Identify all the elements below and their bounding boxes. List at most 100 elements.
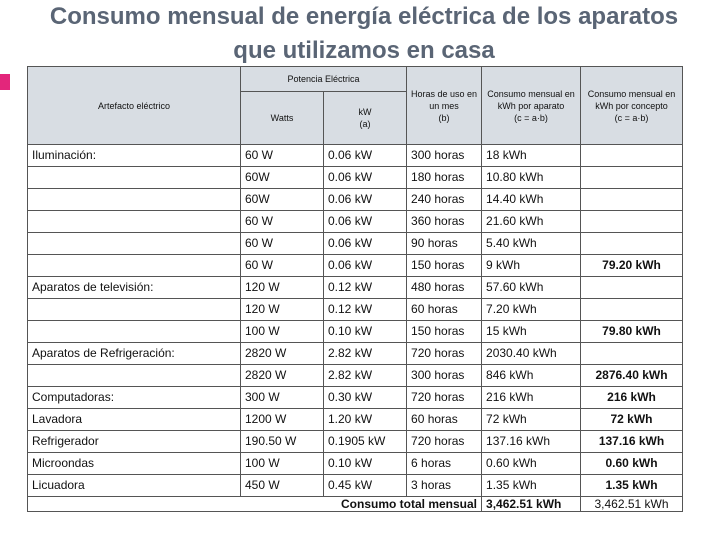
watts-cell: 100 W bbox=[240, 452, 324, 475]
title-line-1: Consumo mensual de energía eléctrica de … bbox=[49, 3, 679, 30]
hours-cell: 6 horas bbox=[406, 452, 483, 475]
watts-cell: 60 W bbox=[240, 210, 324, 233]
watts-cell: 60 W bbox=[240, 254, 324, 277]
kwh-cell: 18 kWh bbox=[481, 144, 582, 167]
appliance-name bbox=[27, 364, 241, 387]
table-row: Licuadora 450 W 0.45 kW 3 horas 1.35 kWh 1.35… bbox=[27, 474, 684, 497]
header-consumo-concepto-label: Consumo mensual en kWh por concepto bbox=[587, 88, 676, 111]
table-row: 60W 0.06 kW 240 horas 14.40 kWh bbox=[27, 188, 684, 211]
watts-cell: 120 W bbox=[240, 276, 324, 299]
kw-cell: 2.82 kW bbox=[322, 364, 408, 387]
hours-cell: 60 horas bbox=[406, 408, 483, 431]
concept-total-cell: 1.35 kWh bbox=[580, 474, 684, 497]
header-horas: Horas de uso en un mes (b) bbox=[406, 66, 483, 145]
concept-total-cell bbox=[580, 232, 684, 255]
hours-cell: 360 horas bbox=[406, 210, 483, 233]
appliance-name: Iluminación: bbox=[27, 144, 241, 167]
concept-total-cell bbox=[580, 144, 684, 167]
table-row: Lavadora 1200 W 1.20 kW 60 horas 72 kWh 72 kW… bbox=[27, 408, 684, 431]
appliance-name: Aparatos de Refrigeración: bbox=[27, 342, 241, 365]
kw-cell: 0.10 kW bbox=[322, 320, 408, 343]
watts-cell: 190.50 W bbox=[240, 430, 324, 453]
table-row: Aparatos de televisión: 120 W 0.12 kW 480 h… bbox=[27, 276, 684, 299]
appliance-name: Computadoras: bbox=[27, 386, 241, 409]
hours-cell: 720 horas bbox=[406, 386, 483, 409]
kwh-cell: 15 kWh bbox=[481, 320, 582, 343]
hours-cell: 480 horas bbox=[406, 276, 483, 299]
kwh-cell: 216 kWh bbox=[481, 386, 582, 409]
total-value-bold: 3,462.51 kWh bbox=[481, 496, 582, 512]
appliance-name: Lavadora bbox=[27, 408, 241, 431]
hours-cell: 720 horas bbox=[406, 342, 483, 365]
kw-cell: 0.06 kW bbox=[322, 210, 408, 233]
header-consumo-aparato-sub: (c = a·b) bbox=[514, 112, 548, 123]
kw-cell: 0.30 kW bbox=[322, 386, 408, 409]
watts-cell: 1200 W bbox=[240, 408, 324, 431]
kwh-cell: 57.60 kWh bbox=[481, 276, 582, 299]
hours-cell: 180 horas bbox=[406, 166, 483, 189]
table-row: 60 W 0.06 kW 150 horas 9 kWh 79.20 kWh bbox=[27, 254, 684, 277]
table-row: Refrigerador 190.50 W 0.1905 kW 720 horas 13… bbox=[27, 430, 684, 453]
kwh-cell: 14.40 kWh bbox=[481, 188, 582, 211]
appliance-name: Licuadora bbox=[27, 474, 241, 497]
concept-total-cell bbox=[580, 342, 684, 365]
title-line-2: que utilizamos en casa bbox=[233, 37, 495, 64]
watts-cell: 300 W bbox=[240, 386, 324, 409]
total-value-plain: 3,462.51 kWh bbox=[580, 496, 684, 512]
watts-cell: 60W bbox=[240, 188, 324, 211]
header-kw-sub: (a) bbox=[359, 119, 371, 129]
kwh-cell: 5.40 kWh bbox=[481, 232, 582, 255]
concept-total-cell: 216 kWh bbox=[580, 386, 684, 409]
concept-total-cell bbox=[580, 276, 684, 299]
kw-cell: 0.12 kW bbox=[322, 276, 408, 299]
watts-cell: 100 W bbox=[240, 320, 324, 343]
header-watts: Watts bbox=[240, 91, 324, 145]
kw-cell: 0.10 kW bbox=[322, 452, 408, 475]
kwh-cell: 9 kWh bbox=[481, 254, 582, 277]
hours-cell: 60 horas bbox=[406, 298, 483, 321]
hours-cell: 300 horas bbox=[406, 144, 483, 167]
table-body: Iluminación: 60 W 0.06 kW 300 horas 18 kWh 60… bbox=[27, 144, 684, 497]
header-potencia: Potencia Eléctrica bbox=[239, 66, 408, 92]
table-row: 120 W 0.12 kW 60 horas 7.20 kWh bbox=[27, 298, 684, 321]
kw-cell: 1.20 kW bbox=[322, 408, 408, 431]
concept-total-cell bbox=[580, 298, 684, 321]
kw-cell: 0.06 kW bbox=[322, 188, 408, 211]
hours-cell: 150 horas bbox=[406, 254, 483, 277]
appliance-name: Aparatos de televisión: bbox=[27, 276, 241, 299]
kwh-cell: 1.35 kWh bbox=[481, 474, 582, 497]
consumption-table: Artefacto eléctrico Potencia Eléctrica H… bbox=[26, 66, 684, 512]
hours-cell: 240 horas bbox=[406, 188, 483, 211]
appliance-name bbox=[27, 254, 241, 277]
appliance-name: Microondas bbox=[27, 452, 241, 475]
watts-cell: 2820 W bbox=[240, 342, 324, 365]
table-row: Iluminación: 60 W 0.06 kW 300 horas 18 kWh bbox=[27, 144, 684, 167]
kwh-cell: 0.60 kWh bbox=[481, 452, 582, 475]
appliance-name bbox=[27, 166, 241, 189]
watts-cell: 120 W bbox=[240, 298, 324, 321]
table-row: Computadoras: 300 W 0.30 kW 720 horas 216 kW… bbox=[27, 386, 684, 409]
concept-total-cell: 2876.40 kWh bbox=[580, 364, 684, 387]
kw-cell: 0.12 kW bbox=[322, 298, 408, 321]
header-horas-label: Horas de uso en un mes bbox=[410, 88, 478, 111]
kwh-cell: 72 kWh bbox=[481, 408, 582, 431]
hours-cell: 300 horas bbox=[406, 364, 483, 387]
hours-cell: 3 horas bbox=[406, 474, 483, 497]
table-row: 60 W 0.06 kW 90 horas 5.40 kWh bbox=[27, 232, 684, 255]
watts-cell: 60 W bbox=[240, 144, 324, 167]
header-consumo-concepto-sub: (c = a·b) bbox=[614, 112, 649, 123]
table-row: 100 W 0.10 kW 150 horas 15 kWh 79.80 kWh bbox=[27, 320, 684, 343]
kwh-cell: 137.16 kWh bbox=[481, 430, 582, 453]
header-kw: kW (a) bbox=[322, 91, 408, 145]
total-label: Consumo total mensual bbox=[26, 496, 483, 512]
concept-total-cell bbox=[580, 166, 684, 189]
kw-cell: 0.06 kW bbox=[322, 166, 408, 189]
appliance-name bbox=[27, 210, 241, 233]
concept-total-cell: 0.60 kWh bbox=[580, 452, 684, 475]
page-title: Consumo mensual de energía eléctrica de … bbox=[0, 0, 728, 68]
concept-total-cell: 137.16 kWh bbox=[580, 430, 684, 453]
hours-cell: 720 horas bbox=[406, 430, 483, 453]
kw-cell: 0.06 kW bbox=[322, 232, 408, 255]
kw-cell: 0.45 kW bbox=[322, 474, 408, 497]
appliance-name bbox=[27, 188, 241, 211]
